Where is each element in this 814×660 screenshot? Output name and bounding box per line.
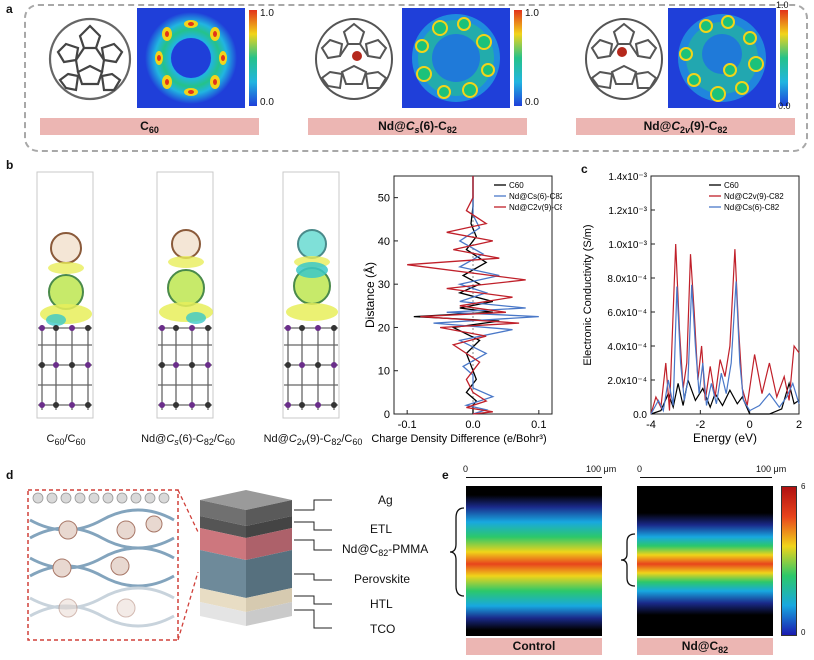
- xtick-label-c: 0: [747, 419, 753, 431]
- colorbar-a2-max: 1.0: [525, 8, 539, 19]
- scale-end-2: 100 μm: [756, 464, 787, 474]
- ytick-label-c: 4.0x10⁻⁴: [607, 342, 647, 353]
- caption-nd-cs6-c82-c60: Nd@Cs(6)-C82/C60: [141, 433, 235, 447]
- ytick-label-c: 0.0: [633, 410, 647, 421]
- nd-c82-conductivity-map: [637, 486, 773, 636]
- scale-start-1: 0: [463, 464, 469, 474]
- xtick-label-c: -4: [646, 419, 656, 431]
- c2v9-c82-cage-structure: [585, 18, 663, 100]
- legend-label-c-1: Nd@C2v(9)-C82: [724, 192, 784, 201]
- caption-nd-c2v9-c82-c60: Nd@C2v(9)-C82/C60: [263, 433, 363, 447]
- legend-label-b-0: C60: [509, 181, 524, 190]
- colorbar-e: [781, 486, 797, 636]
- xtick-label-b: -0.1: [398, 419, 417, 431]
- panel-label-e: e: [442, 468, 449, 482]
- control-conductivity-map: [466, 486, 602, 636]
- nd-c2v9-c82-on-c60-slab: [282, 171, 340, 419]
- ytick-label-c: 1.0x10⁻³: [608, 240, 647, 251]
- ytick-label-c: 2.0x10⁻⁴: [607, 376, 647, 387]
- series-line-b-2: [407, 176, 526, 415]
- scale-bar-1: [466, 477, 602, 478]
- xtick-label-b: 0.1: [531, 419, 546, 431]
- legend-label-b-1: Nd@Cs(6)-C82: [509, 192, 562, 201]
- panel-label-a: a: [6, 2, 13, 16]
- label-nd-c82-map: Nd@C82: [637, 638, 773, 655]
- panel-label-c: c: [581, 162, 588, 176]
- xtick-label-c: 2: [796, 419, 802, 431]
- ytick-label-b: 40: [378, 236, 390, 248]
- panel-a-frame: [24, 4, 808, 152]
- label-c60: C60: [40, 118, 259, 135]
- brace-nd-c82: [621, 533, 636, 587]
- xtick-label-b: 0.0: [465, 419, 480, 431]
- colorbar-a1: [249, 10, 257, 106]
- layer-ag-label: Ag: [378, 493, 393, 507]
- ytick-label-b: 20: [378, 322, 390, 334]
- yaxis-label-c: Electronic Conductivity (S/m): [582, 224, 594, 365]
- colorbar-a3-max: 1.0: [776, 0, 789, 10]
- legend-label-b-2: Nd@C2v(9)-C82: [509, 203, 562, 212]
- device-schematic: [27, 489, 332, 641]
- colorbar-e-min: 0: [801, 628, 806, 637]
- series-line-b-1: [433, 176, 539, 415]
- colorbar-a3-min: 0.0: [778, 101, 791, 111]
- scale-start-2: 0: [637, 464, 643, 474]
- ytick-label-c: 1.2x10⁻³: [608, 206, 647, 217]
- xaxis-label-b: Charge Density Difference (e/Bohr³): [371, 433, 546, 445]
- layer-htl-label: HTL: [370, 597, 393, 611]
- series-line-c-2: [650, 281, 800, 415]
- c60-density-map: [137, 8, 245, 108]
- legend-label-c-2: Nd@Cs(6)-C82: [724, 203, 780, 212]
- colorbar-a2: [514, 10, 522, 106]
- cs6-c82-density-map: [402, 8, 510, 108]
- caption-c60-c60: C60/C60: [46, 433, 86, 447]
- ytick-label-c: 1.4x10⁻³: [608, 172, 647, 183]
- series-line-b-0: [413, 176, 500, 414]
- layer-perovskite-label: Perovskite: [354, 572, 411, 586]
- label-control: Control: [466, 638, 602, 655]
- xaxis-label-c: Energy (eV): [693, 431, 757, 445]
- c2v9-c82-density-map: [668, 8, 776, 108]
- ytick-label-c: 8.0x10⁻⁴: [607, 274, 647, 285]
- colorbar-a2-min: 0.0: [525, 97, 539, 108]
- panel-label-b: b: [6, 158, 14, 172]
- colorbar-a3: [780, 10, 788, 106]
- chart-electronic-conductivity: 0.0 2.0x10⁻⁴ 4.0x10⁻⁴ 6.0x10⁻⁴ 8.0x10⁻⁴ 1.0x1…: [582, 172, 802, 445]
- c60-cage-structure: [48, 17, 132, 101]
- panel-label-d: d: [6, 468, 14, 482]
- nd-cs6-c82-on-c60-slab: [156, 171, 214, 419]
- chart-charge-density: 0 10 20 30 40 50 -0.1 0.0 0.1 Charge Density Diff…: [362, 175, 562, 445]
- scale-end-1: 100 μm: [586, 464, 617, 474]
- layer-tco-label: TCO: [370, 622, 396, 636]
- layer-etl-label: ETL: [370, 522, 393, 536]
- scale-bar-2: [640, 477, 772, 478]
- ytick-label-c: 6.0x10⁻⁴: [607, 308, 647, 319]
- colorbar-a1-min: 0.0: [260, 97, 274, 108]
- legend-label-c-0: C60: [724, 181, 739, 190]
- label-nd-c2v9-c82: Nd@C2v(9)-C82: [576, 118, 795, 135]
- colorbar-e-max: 6: [801, 482, 806, 491]
- label-nd-cs6-c82: Nd@Cs(6)-C82: [308, 118, 527, 135]
- layer-nd-c82-pmma-label: Nd@C82-PMMA: [342, 542, 429, 558]
- yaxis-label-b: Distance (Å): [362, 262, 377, 328]
- ytick-label-b: 0: [384, 409, 390, 421]
- plot-frame-c: [650, 175, 800, 415]
- ytick-label-b: 50: [378, 193, 390, 205]
- brace-control: [450, 507, 465, 597]
- ytick-label-b: 30: [378, 279, 390, 291]
- cs6-c82-cage-structure: [315, 18, 393, 100]
- colorbar-a1-max: 1.0: [260, 8, 274, 19]
- ytick-label-b: 10: [378, 366, 390, 378]
- c60-on-c60-slab: [36, 171, 94, 419]
- xtick-label-c: -2: [695, 419, 705, 431]
